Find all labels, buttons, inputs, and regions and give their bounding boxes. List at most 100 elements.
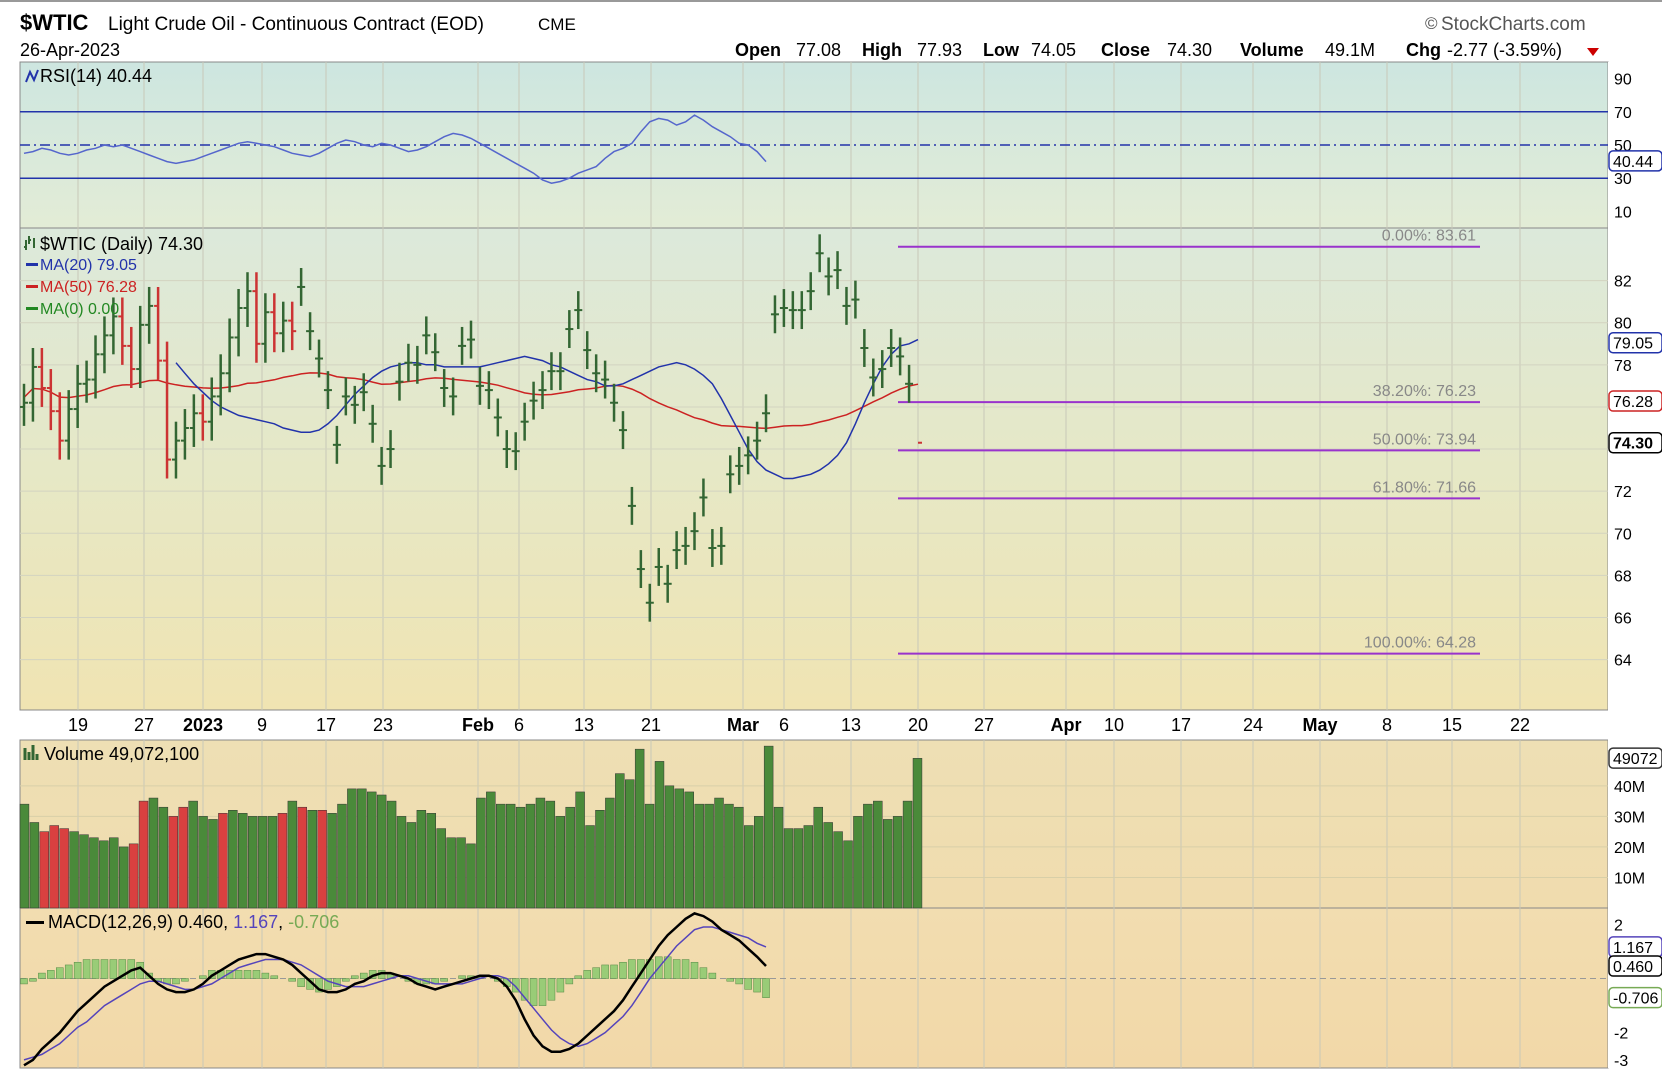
macd-histogram-bar	[619, 961, 627, 979]
ohlc-bar	[189, 394, 198, 447]
rsi-legend: RSI(14) 40.44	[25, 66, 152, 86]
x-tick-label: 2023	[183, 715, 223, 735]
ohlc-bar	[458, 326, 467, 365]
ohlc-bar	[788, 291, 797, 330]
ohlc-bar	[37, 348, 46, 407]
macd-value-box-frame	[1608, 955, 1662, 977]
volume-bar	[406, 822, 417, 909]
ohlc-bar	[100, 316, 109, 374]
high-value: 77.93	[917, 40, 962, 60]
ohlc-bar	[484, 371, 493, 410]
ohlc-bar	[887, 329, 896, 367]
price-y-tick: 64	[1614, 653, 1632, 670]
ohlc-bar	[753, 421, 762, 460]
volume-bar	[585, 825, 595, 909]
x-tick-label: 22	[1510, 715, 1530, 735]
ohlc-bar	[905, 364, 914, 403]
x-tick-label: Feb	[462, 715, 494, 735]
macd-legend-value: 0.460	[178, 912, 223, 932]
ohlc-bar	[717, 526, 726, 565]
instrument-name: Light Crude Oil - Continuous Contract (E…	[108, 14, 484, 35]
volume-bar	[505, 803, 516, 909]
x-tick-label: 19	[68, 715, 88, 735]
volume-bar	[496, 803, 506, 909]
volume-bar	[138, 800, 149, 909]
ohlc-bar	[404, 343, 413, 382]
volume-bar	[456, 837, 466, 909]
macd-y-tick: 2	[1614, 917, 1623, 934]
ma20-swatch	[26, 263, 38, 266]
ohlc-bar	[708, 529, 717, 567]
macd-histogram-bar	[351, 975, 359, 979]
volume-bar	[803, 825, 814, 909]
volume-bar	[158, 806, 169, 909]
ohlc-bar	[869, 358, 878, 397]
rsi-y-tick: 90	[1614, 72, 1632, 89]
macd-signal-box-text: 1.167	[1613, 940, 1653, 957]
rsi-value-box-text: 40.44	[1613, 154, 1653, 171]
ma50-value-box: 76.28	[1608, 390, 1662, 412]
ohlc-bar	[368, 404, 377, 443]
ohlc-bar	[779, 289, 788, 327]
ohlc-bar	[55, 392, 64, 460]
x-tick-label: Mar	[727, 715, 759, 735]
down-arrow-icon	[1587, 48, 1599, 56]
fib-label: 38.20%: 76.23	[1373, 383, 1476, 400]
volume-bar	[545, 800, 556, 909]
ohlc-bar	[538, 371, 547, 410]
macd-hist-box-frame	[1608, 986, 1662, 1009]
ohlc-bar	[440, 369, 449, 407]
volume-bar	[654, 761, 665, 909]
volume-bar	[238, 813, 248, 909]
ohlc-bar	[198, 394, 207, 441]
brand-symbol: ©	[1425, 14, 1438, 33]
volume-bar	[446, 837, 456, 909]
rsi-value-box: 40.44	[1608, 150, 1662, 172]
macd-signal-line	[23, 926, 767, 1061]
price-y-tick: 70	[1614, 526, 1632, 543]
volume-bar	[426, 813, 436, 909]
volume-bar	[535, 797, 546, 909]
ohlc-bar	[288, 301, 297, 351]
ohlc-bar	[413, 345, 422, 384]
ohlc-bar	[431, 333, 440, 372]
ohlc-bar	[824, 257, 833, 296]
macd-hist-value: -0.706	[288, 912, 339, 932]
macd-signal-value: 1.167	[233, 912, 278, 932]
ohlc-bar	[306, 312, 315, 351]
macd-histogram-bar	[744, 978, 752, 990]
fib-label: 100.00%: 64.28	[1364, 635, 1476, 652]
volume-bar	[486, 791, 496, 909]
macd-histogram-bar	[583, 970, 591, 979]
macd-histogram-bar	[699, 967, 708, 979]
macd-histogram-bar	[672, 959, 681, 979]
volume-bar	[625, 779, 635, 909]
macd-histogram-bar	[440, 978, 448, 982]
volume-bar	[99, 840, 109, 909]
volume-plot	[19, 745, 923, 909]
ohlc-bar	[422, 316, 431, 355]
volume-bar	[763, 745, 774, 909]
macd-histogram-bar	[199, 975, 207, 979]
ohlc-bar	[270, 293, 279, 353]
x-tick-label: May	[1302, 715, 1337, 735]
volume-bar	[823, 822, 833, 909]
chg-label: Chg	[1406, 40, 1441, 60]
fib-label: 0.00%: 83.61	[1382, 228, 1476, 245]
close-label: Close	[1101, 40, 1150, 60]
rsi-line	[23, 114, 767, 184]
ma50-value-box-frame	[1608, 390, 1662, 412]
ohlc-bar	[860, 329, 869, 367]
ohlc-bar	[261, 293, 270, 363]
ohlc-bar	[154, 286, 163, 380]
ohlc-bar	[672, 531, 681, 570]
chg-value: -2.77 (-3.59%)	[1447, 40, 1562, 60]
ohlc-bar	[359, 373, 368, 412]
volume-bar	[376, 794, 387, 909]
symbol: $WTIC	[20, 10, 89, 35]
macd-histogram-bar	[565, 978, 574, 985]
volume-bar	[267, 816, 278, 909]
x-tick-label: 20	[908, 715, 928, 735]
volume-bar	[873, 800, 883, 909]
volume-value-box-frame	[1608, 747, 1662, 769]
